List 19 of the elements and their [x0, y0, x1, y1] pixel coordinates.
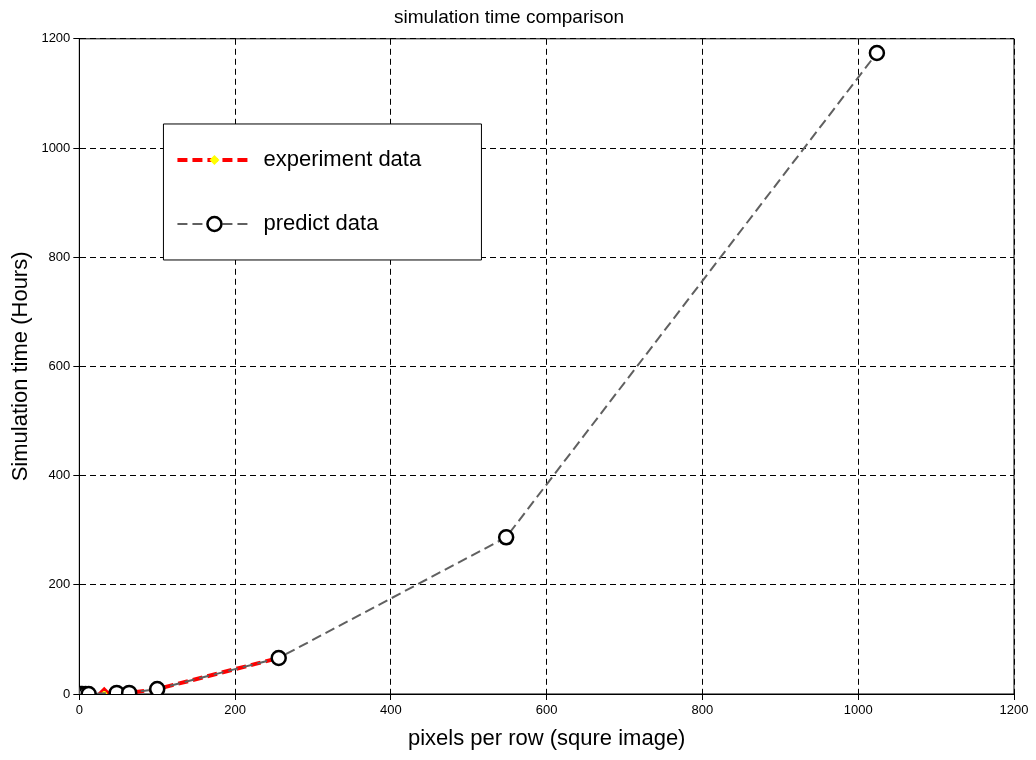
x-tick-label: 200 — [224, 702, 246, 718]
legend-label: experiment data — [263, 146, 422, 172]
y-axis-title: Simulation time (Hours) — [7, 251, 33, 482]
x-tick-label: 1200 — [999, 702, 1029, 718]
y-tick-label: 200 — [48, 576, 71, 592]
y-tick-label: 800 — [48, 248, 71, 264]
x-axis-title: pixels per row (squre image) — [407, 724, 686, 750]
x-tick-label: 0 — [75, 702, 83, 718]
x-tick-label: 600 — [535, 702, 558, 718]
y-tick-label: 0 — [63, 685, 71, 701]
y-tick-label: 400 — [48, 467, 71, 483]
x-tick-label: 400 — [380, 702, 402, 718]
legend-label: predict data — [263, 210, 380, 236]
x-tick-label: 800 — [691, 702, 714, 718]
chart-title: simulation time comparison — [393, 5, 625, 27]
y-tick-label: 600 — [48, 357, 71, 373]
y-tick-label: 1000 — [41, 139, 71, 155]
y-tick-label: 1200 — [41, 30, 71, 46]
x-tick-label: 1000 — [843, 702, 873, 718]
